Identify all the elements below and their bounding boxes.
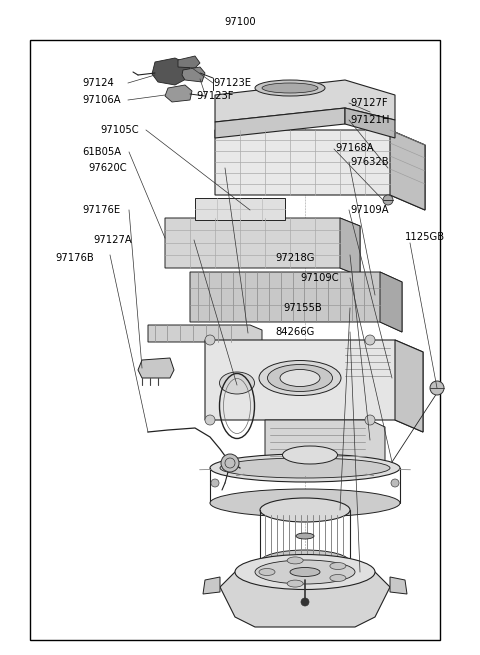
Ellipse shape [330,574,346,582]
Polygon shape [190,272,402,332]
Text: 97109C: 97109C [300,273,338,283]
Polygon shape [182,67,205,82]
Text: 97124: 97124 [82,78,114,88]
Circle shape [430,381,444,395]
Ellipse shape [260,498,350,522]
Polygon shape [138,358,174,378]
Ellipse shape [260,550,350,574]
Circle shape [383,195,393,205]
Ellipse shape [280,369,320,386]
Ellipse shape [267,364,333,392]
Polygon shape [390,577,407,594]
Polygon shape [215,108,345,138]
Circle shape [205,415,215,425]
Text: 97127F: 97127F [350,98,388,108]
Bar [30,40,440,640]
Ellipse shape [287,580,303,587]
Circle shape [391,479,399,487]
Polygon shape [390,130,425,210]
Text: 97168A: 97168A [335,143,373,153]
Polygon shape [195,198,285,220]
Text: 1125GB: 1125GB [405,232,445,242]
Text: 97109A: 97109A [350,205,389,215]
Polygon shape [203,577,220,594]
Ellipse shape [220,458,390,478]
Ellipse shape [290,567,320,576]
Text: 97123F: 97123F [196,91,233,101]
Ellipse shape [255,560,355,584]
Ellipse shape [235,555,375,590]
Text: 97176B: 97176B [55,253,94,263]
Circle shape [301,598,309,606]
Ellipse shape [330,563,346,569]
Text: 97155B: 97155B [283,303,322,313]
Circle shape [365,335,375,345]
Ellipse shape [210,454,400,482]
Ellipse shape [255,80,325,96]
Polygon shape [165,218,360,276]
Polygon shape [215,80,395,122]
Text: 97632B: 97632B [350,157,389,167]
Text: 97127A: 97127A [93,235,132,245]
Polygon shape [152,58,190,85]
Polygon shape [205,340,423,432]
Circle shape [211,479,219,487]
Ellipse shape [283,446,337,464]
Text: 97123E: 97123E [213,78,251,88]
Ellipse shape [210,489,400,517]
Polygon shape [380,272,402,332]
Polygon shape [220,572,390,627]
Polygon shape [395,340,423,432]
Circle shape [221,454,239,472]
Text: 97218G: 97218G [275,253,314,263]
Circle shape [365,415,375,425]
Ellipse shape [259,360,341,396]
Text: 97105C: 97105C [100,125,139,135]
Text: 84266G: 84266G [275,327,314,337]
Text: 97176E: 97176E [82,205,120,215]
Ellipse shape [287,557,303,564]
Polygon shape [265,420,385,467]
Text: 97100: 97100 [224,17,256,27]
Text: 61B05A: 61B05A [82,147,121,157]
Polygon shape [215,130,425,210]
Ellipse shape [259,569,275,576]
Circle shape [205,335,215,345]
Text: 97121H: 97121H [350,115,389,125]
Ellipse shape [296,533,314,539]
Polygon shape [148,325,262,347]
Text: 97106A: 97106A [82,95,120,105]
Polygon shape [178,56,200,68]
Ellipse shape [262,83,318,93]
Polygon shape [165,85,192,102]
Ellipse shape [219,372,254,394]
Polygon shape [340,218,360,276]
Text: 97620C: 97620C [88,163,127,173]
Polygon shape [345,108,395,138]
